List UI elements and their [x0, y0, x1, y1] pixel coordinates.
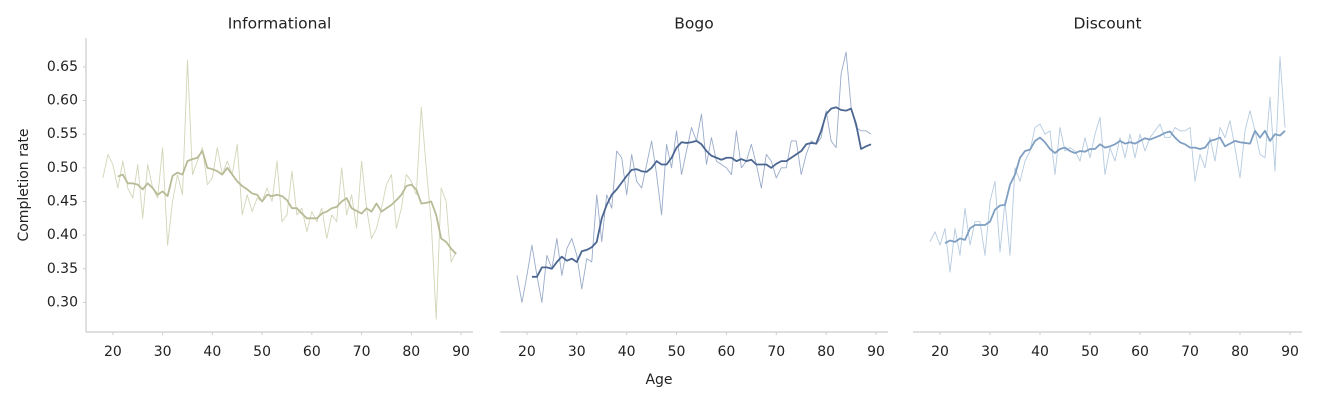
x-tick-label: 20: [931, 344, 949, 360]
x-tick-label: 60: [1131, 344, 1149, 360]
y-tick-label: 0.55: [47, 126, 78, 142]
x-tick-label: 50: [1081, 344, 1099, 360]
x-tick-label: 30: [981, 344, 999, 360]
x-tick-label: 40: [203, 344, 221, 360]
x-tick-label: 90: [867, 344, 885, 360]
y-tick-label: 0.45: [47, 193, 78, 209]
x-tick-label: 50: [253, 344, 271, 360]
line: [531, 106, 872, 278]
x-tick-label: 80: [817, 344, 835, 360]
x-tick-label: 40: [1031, 344, 1049, 360]
y-tick-label: 0.50: [47, 160, 78, 176]
x-tick-label: 20: [104, 344, 122, 360]
x-tick-label: 60: [718, 344, 736, 360]
line: [117, 150, 457, 255]
y-tick-label: 0.60: [47, 93, 78, 109]
y-tick-label: 0.30: [47, 294, 78, 310]
y-tick-label: 0.40: [47, 227, 78, 243]
line: [102, 59, 457, 320]
y-tick-label: 0.65: [47, 59, 78, 75]
x-axis-label: Age: [645, 372, 672, 388]
x-tick-label: 80: [402, 344, 420, 360]
x-tick-label: 90: [452, 344, 470, 360]
y-axis-label: Completion rate: [16, 128, 32, 241]
x-tick-label: 90: [1281, 344, 1299, 360]
line: [929, 56, 1286, 273]
x-tick-label: 70: [767, 344, 785, 360]
panel-title: Bogo: [674, 15, 713, 33]
x-tick-label: 50: [668, 344, 686, 360]
x-tick-label: 40: [618, 344, 636, 360]
x-tick-label: 60: [303, 344, 321, 360]
x-tick-label: 20: [518, 344, 536, 360]
x-tick-label: 70: [1181, 344, 1199, 360]
panel-title: Discount: [1073, 15, 1141, 33]
x-tick-label: 70: [353, 344, 371, 360]
line: [944, 129, 1286, 244]
x-tick-label: 30: [568, 344, 586, 360]
x-tick-label: 30: [154, 344, 172, 360]
panel-title: Informational: [228, 15, 332, 33]
y-tick-label: 0.35: [47, 261, 78, 277]
x-tick-label: 80: [1231, 344, 1249, 360]
line: [516, 51, 872, 303]
